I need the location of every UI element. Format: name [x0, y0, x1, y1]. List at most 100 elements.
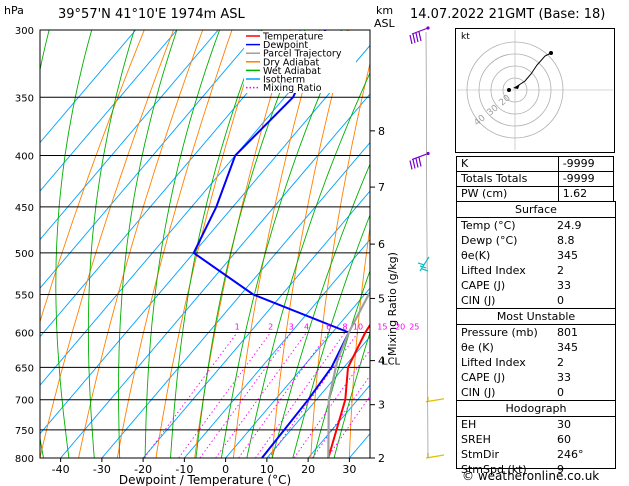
lcl-label: LCL	[382, 357, 401, 368]
temperature-tick-label: -10	[175, 463, 193, 476]
altitude-tick-label: 4	[378, 355, 385, 368]
altitude-tick-label: 2	[378, 452, 385, 465]
index-label: CIN (J)	[461, 386, 496, 399]
hodograph-storm-motion	[507, 88, 511, 92]
isotherm-line	[40, 30, 137, 144]
index-value: 9	[557, 463, 564, 476]
legend-entry: Mixing Ratio	[263, 83, 322, 94]
index-value: 33	[557, 371, 571, 384]
pressure-tick-label: 400	[15, 152, 34, 163]
index-label: Temp (°C)	[461, 219, 516, 232]
pressure-tick-label: 800	[15, 454, 34, 465]
index-label: PW (cm)	[456, 186, 559, 202]
mixing-ratio-label: 25	[409, 322, 419, 331]
wind-barb-icon	[409, 26, 430, 45]
mixing-ratio-label: 10	[353, 322, 363, 331]
pressure-tick-label: 750	[15, 426, 34, 437]
index-value: 0	[557, 386, 564, 399]
index-value: 246°	[557, 448, 584, 461]
index-row: CAPE (J) 33	[461, 370, 615, 385]
index-label: Totals Totals	[456, 171, 559, 187]
pressure-tick-label: 600	[15, 328, 34, 339]
isotherm-line	[142, 190, 370, 458]
index-label: Dewp (°C)	[461, 234, 518, 247]
mixing-ratio-line	[215, 332, 307, 458]
mixing-ratio-line	[143, 332, 238, 458]
index-label: SREH	[461, 433, 491, 446]
isotherm-line	[184, 238, 370, 458]
isotherm-line	[40, 30, 343, 386]
surface-rows: Temp (°C) 24.9 Dewp (°C) 8.8 θe(K) 345 Lifted …	[457, 218, 615, 308]
wet-adiabat-line	[118, 30, 178, 458]
index-row: Lifted Index 2	[461, 355, 615, 370]
pressure-tick-label: 350	[15, 93, 34, 104]
wind-barb-icon	[425, 396, 445, 403]
indices-top-table: K -9999 Totals Totals -9999 PW (cm) 1.62	[456, 156, 615, 202]
index-value: 801	[557, 326, 578, 339]
temperature-tick-label: 20	[301, 463, 315, 476]
isotherm-line	[40, 44, 370, 435]
index-value: -9999	[557, 156, 615, 172]
datetime-title: 14.07.2022 21GMT (Base: 18)	[410, 7, 606, 22]
index-row: SREH 60	[461, 432, 615, 447]
temperature-tick-label: 30	[342, 463, 356, 476]
temperature-tick-label: 10	[260, 463, 274, 476]
temperature-tick-label: 0	[222, 463, 229, 476]
index-value: 345	[557, 341, 578, 354]
wet-adiabat-line	[195, 30, 306, 458]
index-value: 60	[557, 433, 571, 446]
isotherm-line	[40, 30, 302, 338]
index-label: K	[456, 156, 559, 172]
profile-temperature	[327, 323, 370, 458]
mixing-ratio-label: 6	[326, 322, 331, 331]
pressure-tick-label: 550	[15, 290, 34, 301]
isotherm-line	[60, 93, 370, 458]
isotherm-line	[40, 30, 260, 289]
index-row: StmDir 246°	[461, 447, 615, 462]
index-label: StmSpd (kt)	[461, 463, 527, 476]
pressure-unit-label: hPa	[4, 4, 24, 17]
legend-entry: Parcel Trajectory	[263, 49, 342, 60]
altitude-tick-label: 6	[378, 238, 385, 251]
mixing-ratio-line	[293, 349, 370, 458]
mixing-ratio-axis-label: Mixing Ratio (g/kg)	[386, 252, 399, 356]
indices-panel: Surface Temp (°C) 24.9 Dewp (°C) 8.8 θe(K) 34…	[456, 201, 616, 476]
index-row: θe (K) 345	[461, 340, 615, 355]
dry-adiabat-line	[388, 30, 436, 458]
index-value: 345	[557, 249, 578, 262]
surface-title: Surface	[457, 202, 615, 218]
most-unstable-rows: Pressure (mb) 801 θe (K) 345 Lifted Index 2 CA…	[457, 325, 615, 400]
legend-entry: Dewpoint	[263, 40, 308, 51]
pressure-tick-label: 650	[15, 363, 34, 374]
index-label: CAPE (J)	[461, 279, 506, 292]
legend-entry: Temperature	[262, 32, 323, 43]
pressure-tick-label: 500	[15, 249, 34, 260]
wet-adiabat-line	[170, 30, 263, 458]
wind-barb-icon	[425, 453, 445, 459]
index-value: 2	[557, 356, 564, 369]
mixing-ratio-label: 2	[268, 322, 273, 331]
altitude-unit-km: km	[376, 4, 394, 17]
mixing-ratio-label: 20	[395, 322, 405, 331]
index-row: StmSpd (kt) 9	[461, 462, 615, 477]
isotherm-line	[40, 30, 219, 241]
dry-adiabat-line	[40, 30, 174, 458]
mixing-ratio-label: 15	[377, 322, 387, 331]
index-row: CIN (J) 0	[461, 385, 615, 400]
index-row: Pressure (mb) 801	[461, 325, 615, 340]
index-label: θe (K)	[461, 341, 494, 354]
index-row-pw: PW (cm) 1.62	[456, 186, 615, 202]
dry-adiabat-line	[78, 30, 204, 458]
index-row-k: K -9999	[456, 156, 615, 172]
wind-barb-icon	[409, 151, 430, 170]
mixing-ratio-line	[255, 332, 346, 458]
index-value: 0	[557, 294, 564, 307]
copyright-footer: © weatheronline.co.uk	[462, 469, 600, 483]
altitude-tick-label: 3	[378, 399, 385, 412]
altitude-tick-label: 7	[378, 181, 385, 194]
hodograph-table-title: Hodograph	[457, 400, 615, 417]
index-label: CIN (J)	[461, 294, 496, 307]
most-unstable-title: Most Unstable	[457, 308, 615, 325]
